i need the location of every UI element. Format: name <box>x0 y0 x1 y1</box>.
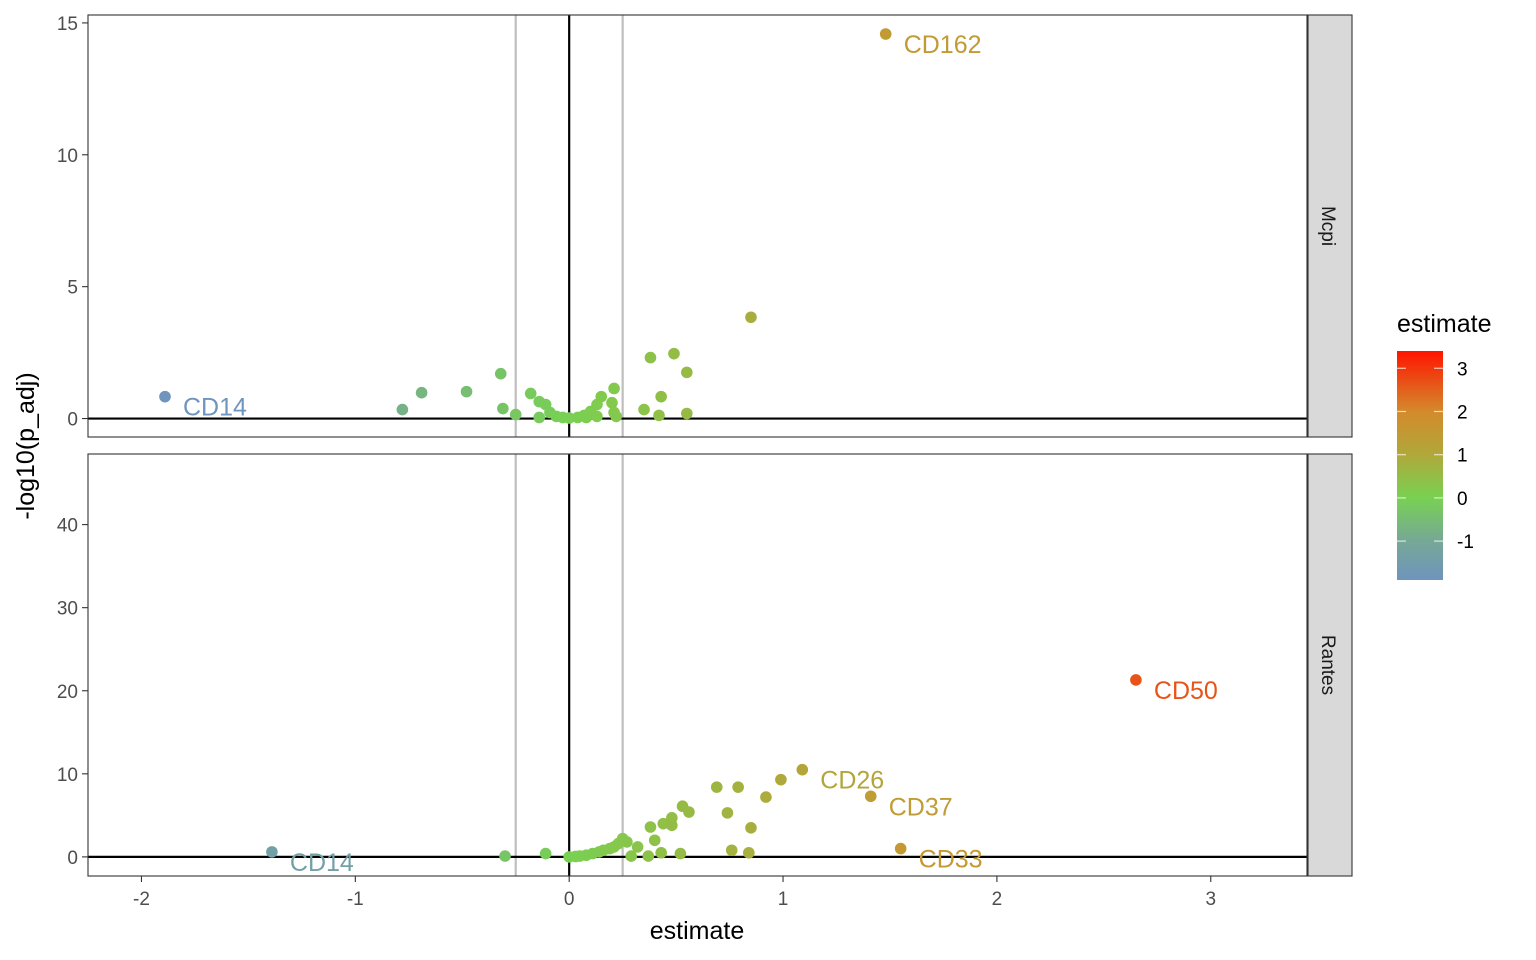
data-point <box>894 842 907 855</box>
y-tick-label: 10 <box>57 765 78 786</box>
data-point <box>655 390 667 403</box>
data-point <box>710 781 723 793</box>
data-point <box>591 410 603 423</box>
data-point <box>499 850 511 862</box>
data-point <box>415 386 428 399</box>
panel-border <box>87 453 1308 877</box>
colorbar-tick-label: 2 <box>1457 402 1468 423</box>
data-point <box>610 410 623 423</box>
colorbar-tick-label: 1 <box>1457 446 1468 467</box>
colorbar-tick-label: 3 <box>1457 359 1468 380</box>
x-tick-label: 2 <box>992 889 1003 910</box>
data-point <box>725 844 738 857</box>
data-point <box>681 407 693 420</box>
x-tick-label: -2 <box>133 889 150 910</box>
data-point <box>266 846 278 858</box>
data-point <box>539 847 552 860</box>
data-point <box>732 781 744 793</box>
colorbar-tick-label: 0 <box>1457 489 1468 510</box>
data-point <box>494 367 507 380</box>
data-point <box>608 382 620 395</box>
data-point <box>655 846 667 859</box>
point-label: CD26 <box>820 767 884 795</box>
data-point <box>681 366 693 379</box>
data-point <box>642 850 655 862</box>
colorbar <box>1397 351 1443 580</box>
point-label: CD162 <box>904 31 982 59</box>
point-label: CD50 <box>1154 677 1218 705</box>
data-point <box>879 28 892 40</box>
data-point <box>638 403 650 416</box>
data-point <box>1130 674 1142 686</box>
x-tick-label: -1 <box>347 889 364 910</box>
data-point <box>668 347 680 360</box>
panel-background <box>88 15 1307 437</box>
x-tick-label: 1 <box>778 889 789 910</box>
point-label: CD37 <box>889 793 953 821</box>
facet-strip <box>1307 453 1353 877</box>
y-tick-label: 30 <box>57 599 78 620</box>
data-point <box>721 807 734 819</box>
facet-strip <box>1307 14 1353 438</box>
point-label: CD33 <box>919 846 983 874</box>
data-point <box>606 396 618 409</box>
y-tick-label: 0 <box>67 410 78 431</box>
data-point <box>644 821 657 833</box>
panel-background <box>88 454 1307 876</box>
data-point <box>674 847 687 860</box>
y-tick-label: 10 <box>57 146 78 167</box>
data-point <box>533 411 546 424</box>
point-label: CD14 <box>183 394 247 422</box>
data-point <box>396 403 409 416</box>
data-point <box>683 806 695 818</box>
data-point <box>648 834 661 847</box>
data-point <box>621 836 633 848</box>
data-point <box>745 311 757 324</box>
data-point <box>653 409 665 422</box>
data-point <box>631 841 644 853</box>
data-point <box>864 790 877 803</box>
data-point <box>509 408 522 421</box>
colorbar-tick-label: -1 <box>1457 532 1474 553</box>
data-point <box>460 385 473 398</box>
data-point <box>625 850 638 862</box>
data-point <box>760 791 772 803</box>
data-point <box>775 773 787 786</box>
point-label: CD14 <box>290 849 354 877</box>
y-tick-label: 40 <box>57 516 78 537</box>
legend-title: estimate <box>1397 310 1491 338</box>
data-point <box>796 763 809 776</box>
facet-strip-label: Rantes <box>1317 635 1338 695</box>
data-point <box>644 351 657 364</box>
x-axis-title: estimate <box>650 917 744 945</box>
y-axis-title: -log10(p_adj) <box>12 372 40 519</box>
data-point <box>524 387 537 400</box>
data-point <box>666 812 678 824</box>
data-point <box>745 822 757 834</box>
panel-mcpi: CD162 CD14 0 5 10 15 Mcpi <box>57 14 1353 438</box>
data-point <box>563 412 575 424</box>
y-tick-label: 0 <box>67 848 78 869</box>
y-tick-label: 5 <box>67 278 78 299</box>
x-tick-label: 3 <box>1205 889 1216 910</box>
facet-strip-label: Mcpi <box>1317 206 1338 246</box>
y-tick-label: 15 <box>57 14 78 35</box>
data-point <box>159 390 171 403</box>
panel-border <box>87 14 1308 438</box>
data-point <box>497 402 509 415</box>
x-tick-label: 0 <box>564 889 575 910</box>
y-tick-label: 20 <box>57 682 78 703</box>
data-point <box>595 390 608 403</box>
data-point <box>743 846 755 859</box>
